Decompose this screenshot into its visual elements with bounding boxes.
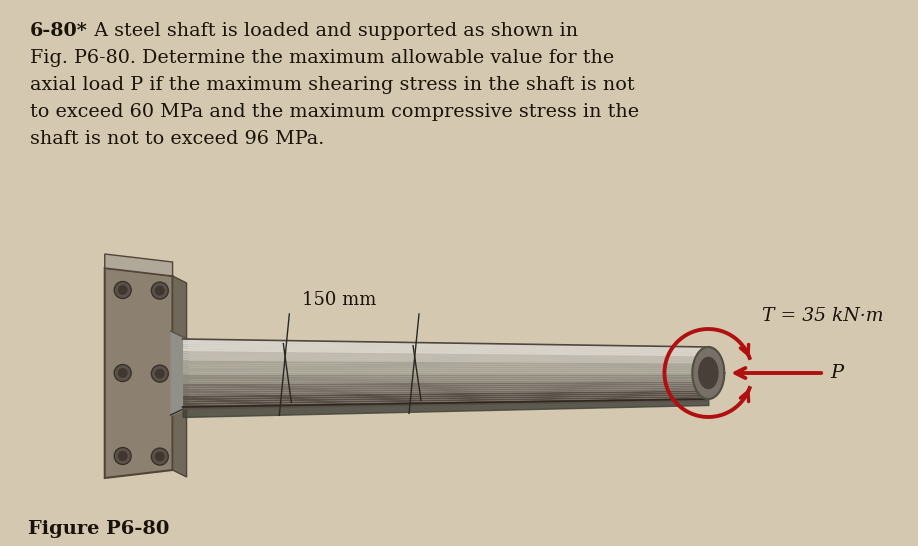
Circle shape [114,282,131,299]
Polygon shape [692,347,724,399]
Text: axial load P if the maximum shearing stress in the shaft is not: axial load P if the maximum shearing str… [30,76,634,94]
Text: 150 mm: 150 mm [302,291,376,309]
Circle shape [155,286,165,295]
Circle shape [155,369,165,378]
Polygon shape [699,358,718,389]
Circle shape [151,282,168,299]
Circle shape [151,365,168,382]
Text: 6-80*: 6-80* [30,22,88,40]
Text: Fig. P6-80. Determine the maximum allowable value for the: Fig. P6-80. Determine the maximum allowa… [30,49,614,67]
Circle shape [118,285,128,295]
Polygon shape [173,276,186,477]
Text: shaft is not to exceed 96 MPa.: shaft is not to exceed 96 MPa. [30,130,324,148]
Circle shape [114,448,131,465]
Circle shape [155,452,165,461]
Text: to exceed 60 MPa and the maximum compressive stress in the: to exceed 60 MPa and the maximum compres… [30,103,639,121]
Text: P: P [830,364,843,382]
Circle shape [118,368,128,378]
Text: A steel shaft is loaded and supported as shown in: A steel shaft is loaded and supported as… [82,22,578,40]
Circle shape [118,451,128,461]
Text: T = 35 kN·m: T = 35 kN·m [762,307,884,325]
Circle shape [114,365,131,382]
Polygon shape [105,268,173,478]
Circle shape [151,448,168,465]
Text: Figure P6-80: Figure P6-80 [28,520,169,538]
Polygon shape [105,254,173,276]
